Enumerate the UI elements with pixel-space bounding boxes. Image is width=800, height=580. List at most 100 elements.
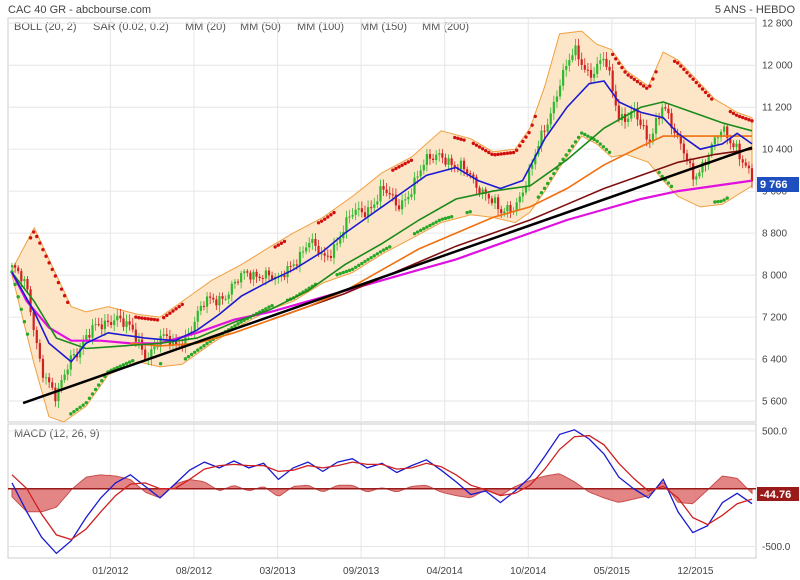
sar-dot bbox=[672, 59, 677, 64]
sar-dot bbox=[744, 116, 748, 121]
sar-dot bbox=[400, 163, 404, 167]
candle-body bbox=[586, 69, 589, 71]
candle-body bbox=[66, 369, 69, 375]
candle-body bbox=[500, 209, 503, 214]
sar-dot bbox=[316, 221, 321, 225]
candle-body bbox=[611, 70, 614, 92]
sar-dot bbox=[710, 97, 714, 101]
sar-dot bbox=[446, 215, 451, 220]
candle-body bbox=[125, 321, 128, 327]
sar-dot bbox=[174, 307, 178, 311]
macd-signal-line bbox=[11, 434, 753, 541]
sar-dot bbox=[189, 352, 194, 357]
candle-body bbox=[404, 199, 407, 201]
candle-body bbox=[128, 321, 131, 325]
sar-dot bbox=[440, 217, 445, 221]
candle-body bbox=[599, 60, 602, 64]
sar-dot bbox=[648, 84, 652, 88]
candle-body bbox=[240, 273, 243, 283]
sar-dot bbox=[124, 361, 129, 366]
candle-body bbox=[85, 334, 88, 342]
candle-body bbox=[654, 118, 658, 134]
sar-dot bbox=[545, 181, 550, 186]
sar-dot bbox=[357, 263, 361, 268]
sar-dot bbox=[459, 137, 463, 141]
candle-body bbox=[270, 275, 274, 280]
sar-dot bbox=[155, 318, 160, 322]
candle-body bbox=[348, 216, 351, 218]
price-y-tick-label: 8 000 bbox=[762, 271, 787, 282]
candle-body bbox=[518, 196, 521, 203]
candle-body bbox=[150, 349, 153, 359]
sar-dot bbox=[462, 138, 466, 142]
candle-body bbox=[401, 200, 404, 210]
price-y-tick-label: 9 600 bbox=[762, 187, 787, 198]
candle-body bbox=[94, 324, 97, 326]
candle-body bbox=[44, 377, 48, 379]
sar-dot bbox=[496, 152, 500, 157]
candle-body bbox=[726, 126, 729, 138]
candle-body bbox=[97, 324, 100, 326]
candle-body bbox=[292, 264, 295, 267]
x-tick-label: 03/2013 bbox=[259, 566, 296, 577]
candle-body bbox=[484, 189, 487, 194]
sar-dot bbox=[580, 131, 584, 135]
sar-dot bbox=[747, 118, 751, 122]
sar-dot bbox=[239, 320, 243, 324]
sar-dot bbox=[604, 147, 609, 152]
sar-dot bbox=[177, 304, 181, 309]
candle-body bbox=[48, 377, 51, 383]
candle-body bbox=[351, 214, 354, 217]
legend-mm150: MM (150) bbox=[360, 21, 407, 33]
macd-last-label: -44.76 bbox=[760, 489, 791, 501]
candle-body bbox=[339, 238, 342, 244]
candle-body bbox=[109, 322, 113, 325]
candle-body bbox=[103, 320, 106, 330]
candle-body bbox=[373, 204, 376, 208]
candle-body bbox=[17, 267, 20, 272]
sar-dot bbox=[728, 109, 733, 114]
candle-body bbox=[729, 137, 732, 144]
sar-dot bbox=[651, 77, 655, 81]
candle-body bbox=[723, 126, 726, 132]
sar-dot bbox=[567, 148, 572, 153]
sar-dot bbox=[468, 210, 472, 214]
candle-body bbox=[336, 243, 339, 245]
candle-body bbox=[205, 296, 209, 307]
candle-body bbox=[667, 108, 670, 114]
candle-body bbox=[552, 101, 555, 114]
trendline bbox=[22, 146, 753, 405]
macd-title: MACD (12, 26, 9) bbox=[14, 428, 100, 440]
sar-dot bbox=[273, 245, 277, 249]
sar-dot bbox=[725, 196, 729, 200]
candle-body bbox=[527, 168, 531, 186]
candle-body bbox=[301, 251, 305, 253]
candle-body bbox=[419, 170, 422, 177]
candle-body bbox=[137, 339, 141, 342]
sar-dot bbox=[338, 271, 342, 276]
candle-body bbox=[397, 205, 401, 210]
sar-dot bbox=[536, 195, 541, 199]
sar-dot bbox=[484, 148, 488, 153]
sar-dot bbox=[431, 222, 435, 226]
candle-body bbox=[116, 315, 119, 321]
ma-line bbox=[130, 135, 752, 347]
candle-body bbox=[72, 354, 76, 356]
sar-dot bbox=[586, 134, 590, 138]
candle-body bbox=[620, 113, 624, 121]
sar-dot bbox=[614, 57, 618, 61]
candle-body bbox=[441, 153, 444, 158]
sar-dot bbox=[56, 280, 61, 285]
sar-dot bbox=[236, 322, 240, 326]
candle-body bbox=[493, 197, 497, 204]
candle-body bbox=[215, 299, 218, 306]
candle-body bbox=[54, 387, 57, 402]
candle-body bbox=[679, 135, 682, 144]
sar-dot bbox=[552, 171, 556, 176]
candle-body bbox=[388, 192, 391, 195]
sar-dot bbox=[502, 151, 507, 156]
chart-title: CAC 40 GR - abcbourse.com bbox=[8, 4, 151, 16]
sar-dot bbox=[703, 90, 708, 95]
candle-body bbox=[35, 330, 38, 344]
